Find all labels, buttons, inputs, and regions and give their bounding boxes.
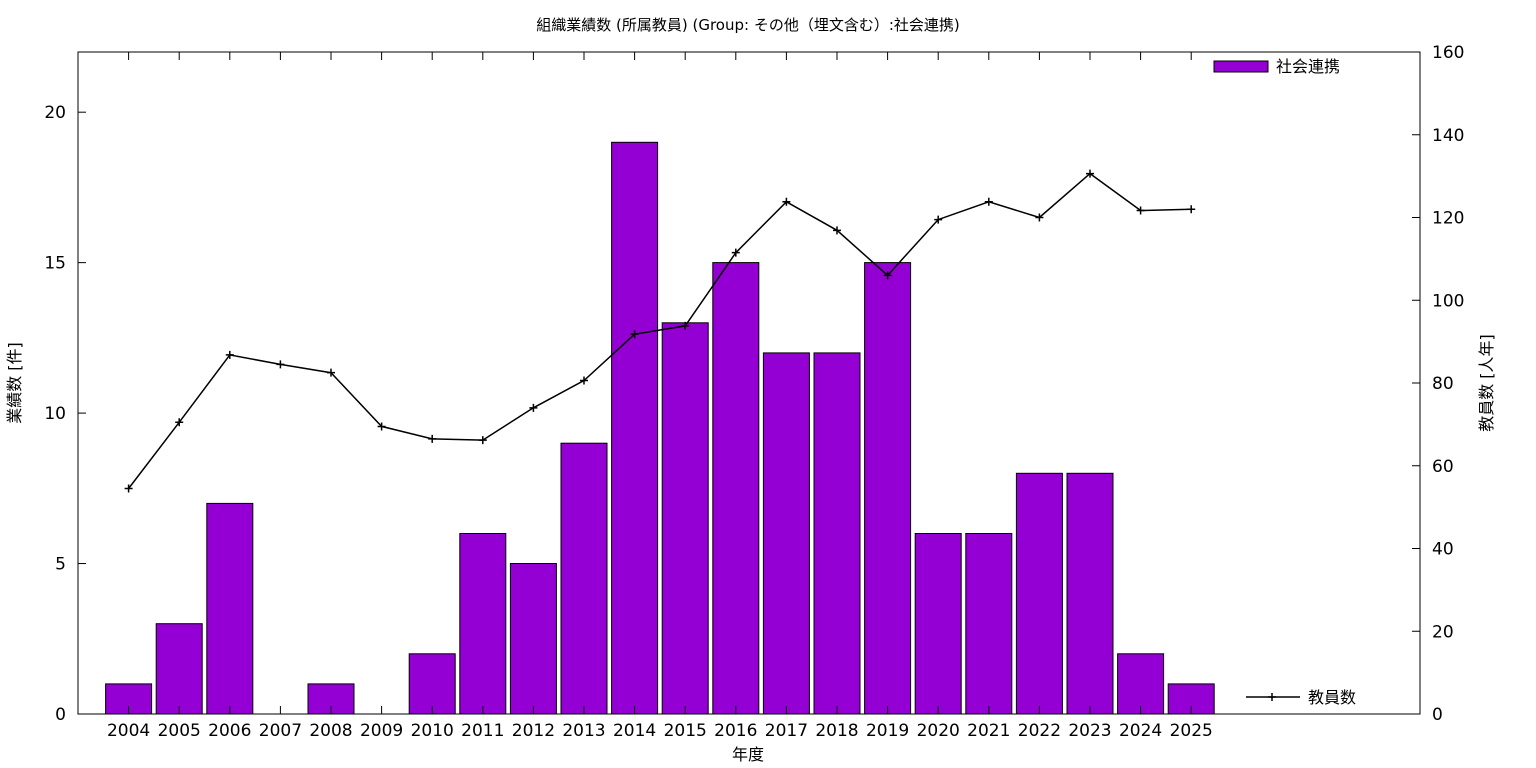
bar-2016 bbox=[712, 262, 760, 715]
legend-bar-swatch bbox=[1213, 60, 1269, 73]
legend-line-label: 教員数 bbox=[1308, 688, 1356, 707]
legend-line: 教員数 bbox=[1246, 688, 1356, 707]
x-tick-label: 2022 bbox=[1018, 721, 1061, 741]
line-point-2021 bbox=[984, 197, 993, 206]
bar-2013 bbox=[560, 442, 608, 715]
line-point-2007 bbox=[276, 360, 285, 369]
x-tick-label: 2007 bbox=[259, 721, 302, 741]
bar-2020 bbox=[914, 533, 962, 715]
line-point-2004 bbox=[124, 484, 133, 493]
y-tick-label: 20 bbox=[44, 103, 66, 123]
y-tick-label: 5 bbox=[55, 555, 66, 575]
legend-bar: 社会連携 bbox=[1213, 57, 1340, 76]
x-tick-label: 2009 bbox=[360, 721, 403, 741]
bar-2024 bbox=[1117, 653, 1165, 715]
line-point-2009 bbox=[377, 422, 386, 431]
y2-tick-label: 160 bbox=[1432, 43, 1464, 63]
bar-2006 bbox=[206, 502, 254, 715]
bar-2019 bbox=[864, 262, 912, 715]
bars-layer bbox=[105, 141, 1215, 715]
bar-2021 bbox=[965, 533, 1013, 715]
y-tick-label: 15 bbox=[44, 254, 66, 274]
y2-tick-label: 80 bbox=[1432, 374, 1454, 394]
x-tick-label: 2023 bbox=[1068, 721, 1111, 741]
bar-2023 bbox=[1066, 472, 1114, 715]
legend-bar-label: 社会連携 bbox=[1276, 57, 1340, 76]
x-tick-label: 2018 bbox=[815, 721, 858, 741]
line-point-2017 bbox=[782, 197, 791, 206]
bar-2010 bbox=[408, 653, 456, 715]
x-tick-label: 2024 bbox=[1119, 721, 1162, 741]
line-point-2015 bbox=[681, 321, 690, 330]
x-tick-label: 2025 bbox=[1170, 721, 1213, 741]
x-tick-label: 2005 bbox=[158, 721, 201, 741]
x-tick-label: 2006 bbox=[208, 721, 251, 741]
line-point-2019 bbox=[883, 271, 892, 280]
axes-layer: 0 5 10 15 20 0 20 40 60 80 100 120 140 160 2004 2005 200… bbox=[44, 43, 1464, 741]
x-tick-label: 2016 bbox=[714, 721, 757, 741]
line-point-2011 bbox=[478, 436, 487, 445]
line-point-2010 bbox=[428, 434, 437, 443]
y-tick-label: 0 bbox=[55, 705, 66, 725]
y2-tick-label: 40 bbox=[1432, 540, 1454, 560]
chart-title: 組織業績数 (所属教員) (Group: その他（埋文含む）:社会連携) bbox=[536, 16, 960, 34]
bar-2018 bbox=[813, 352, 861, 715]
y2-tick-label: 0 bbox=[1432, 705, 1443, 725]
bar-2017 bbox=[762, 352, 810, 715]
line-point-2012 bbox=[529, 403, 538, 412]
x-tick-label: 2020 bbox=[917, 721, 960, 741]
y-axis-label: 業績数 [件] bbox=[5, 342, 24, 424]
x-tick-label: 2011 bbox=[461, 721, 504, 741]
bar-2012 bbox=[509, 563, 557, 715]
line-point-2006 bbox=[225, 350, 234, 359]
x-tick-label: 2010 bbox=[411, 721, 454, 741]
x-tick-label: 2019 bbox=[866, 721, 909, 741]
bar-2022 bbox=[1015, 472, 1063, 715]
line-point-2024 bbox=[1136, 206, 1145, 215]
y2-tick-label: 20 bbox=[1432, 622, 1454, 642]
line-point-2014 bbox=[630, 330, 639, 339]
line-point-2020 bbox=[934, 215, 943, 224]
y2-tick-label: 60 bbox=[1432, 457, 1454, 477]
bar-2011 bbox=[459, 533, 507, 715]
line-point-2005 bbox=[175, 418, 184, 427]
y2-tick-label: 100 bbox=[1432, 291, 1464, 311]
line-point-2016 bbox=[731, 248, 740, 257]
x-tick-label: 2008 bbox=[309, 721, 352, 741]
legend-line-marker bbox=[1268, 693, 1276, 701]
line-point-2018 bbox=[833, 226, 841, 235]
bar-2015 bbox=[661, 322, 709, 715]
x-tick-label: 2012 bbox=[512, 721, 555, 741]
x-tick-label: 2013 bbox=[562, 721, 605, 741]
line-point-2022 bbox=[1035, 213, 1044, 222]
line-point-2025 bbox=[1187, 205, 1196, 214]
y2-tick-label: 140 bbox=[1432, 126, 1464, 146]
x-tick-label: 2004 bbox=[107, 721, 150, 741]
x-tick-label: 2021 bbox=[967, 721, 1010, 741]
x-tick-label: 2014 bbox=[613, 721, 656, 741]
bar-2014 bbox=[611, 141, 659, 715]
x-tick-label: 2015 bbox=[664, 721, 707, 741]
bar-2005 bbox=[155, 623, 203, 715]
line-point-2013 bbox=[580, 376, 588, 385]
line-faculty-count bbox=[128, 172, 1192, 489]
y2-tick-label: 120 bbox=[1432, 209, 1464, 229]
x-tick-label: 2017 bbox=[765, 721, 808, 741]
y2-axis-label: 教員数 [人年] bbox=[1477, 334, 1496, 432]
line-point-2008 bbox=[327, 368, 335, 377]
x-axis-label: 年度 bbox=[732, 745, 764, 764]
line-point-2023 bbox=[1086, 169, 1094, 178]
line-layer bbox=[124, 169, 1196, 493]
y-tick-label: 10 bbox=[44, 404, 66, 424]
